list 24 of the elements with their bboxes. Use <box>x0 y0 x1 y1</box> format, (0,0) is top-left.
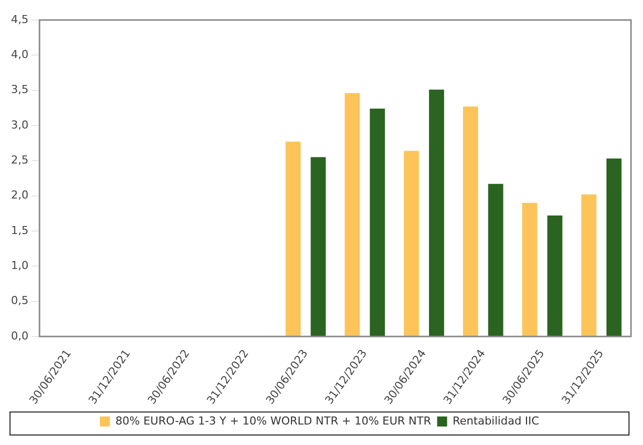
bar <box>404 150 419 336</box>
bar <box>463 106 478 336</box>
y-tick-label: 0,5 <box>10 294 28 308</box>
y-tick-label: 4,5 <box>10 12 28 26</box>
bar <box>606 158 622 336</box>
y-tick-label: 2,0 <box>10 188 28 202</box>
bar <box>488 184 504 336</box>
bar <box>547 216 562 336</box>
y-tick-label: 3,5 <box>10 83 28 96</box>
bar <box>344 93 360 336</box>
y-tick-label: 4,0 <box>10 48 28 62</box>
y-tick-label: 1,5 <box>10 224 28 237</box>
bar <box>310 157 326 336</box>
bar <box>522 202 538 336</box>
bar <box>429 90 444 336</box>
y-tick-label: 0,0 <box>10 329 28 342</box>
y-tick-label: 1,0 <box>10 259 28 272</box>
legend-label: Rentabilidad IIC <box>452 414 540 428</box>
y-tick-label: 3,0 <box>10 118 28 132</box>
legend-label: 80% EURO-AG 1-3 Y + 10% WORLD NTR + 10% EUR NTR <box>115 414 432 428</box>
bar <box>286 142 301 336</box>
bar <box>581 194 596 336</box>
y-tick-label: 2,5 <box>10 154 28 167</box>
bar <box>370 108 385 336</box>
